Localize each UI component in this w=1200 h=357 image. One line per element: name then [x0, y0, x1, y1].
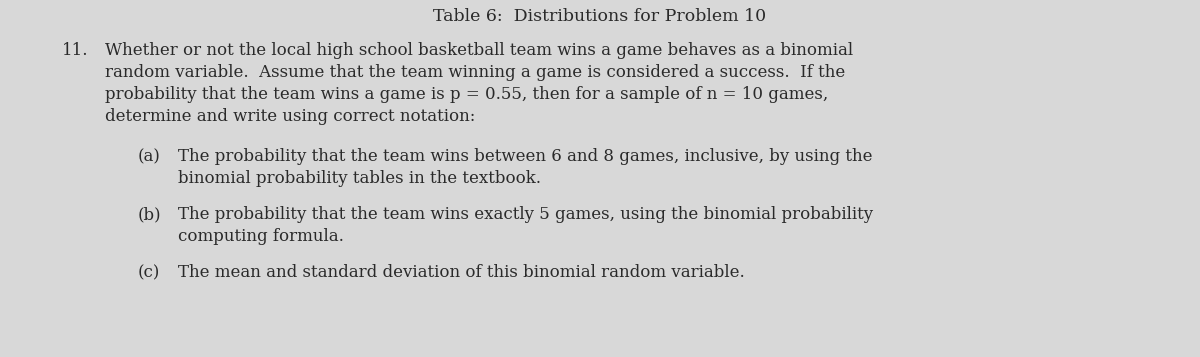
Text: (b): (b) — [138, 206, 162, 223]
Text: The mean and standard deviation of this binomial random variable.: The mean and standard deviation of this … — [178, 264, 745, 281]
Text: The probability that the team wins between 6 and 8 games, inclusive, by using th: The probability that the team wins betwe… — [178, 148, 872, 165]
Text: random variable.  Assume that the team winning a game is considered a success.  : random variable. Assume that the team wi… — [106, 64, 845, 81]
Text: (a): (a) — [138, 148, 161, 165]
Text: binomial probability tables in the textbook.: binomial probability tables in the textb… — [178, 170, 541, 187]
Text: determine and write using correct notation:: determine and write using correct notati… — [106, 108, 475, 125]
Text: probability that the team wins a game is p = 0.55, then for a sample of n = 10 g: probability that the team wins a game is… — [106, 86, 828, 103]
Text: 11.: 11. — [62, 42, 89, 59]
Text: computing formula.: computing formula. — [178, 228, 344, 245]
Text: The probability that the team wins exactly 5 games, using the binomial probabili: The probability that the team wins exact… — [178, 206, 874, 223]
Text: Whether or not the local high school basketball team wins a game behaves as a bi: Whether or not the local high school bas… — [106, 42, 853, 59]
Text: (c): (c) — [138, 264, 161, 281]
Text: Table 6:  Distributions for Problem 10: Table 6: Distributions for Problem 10 — [433, 8, 767, 25]
